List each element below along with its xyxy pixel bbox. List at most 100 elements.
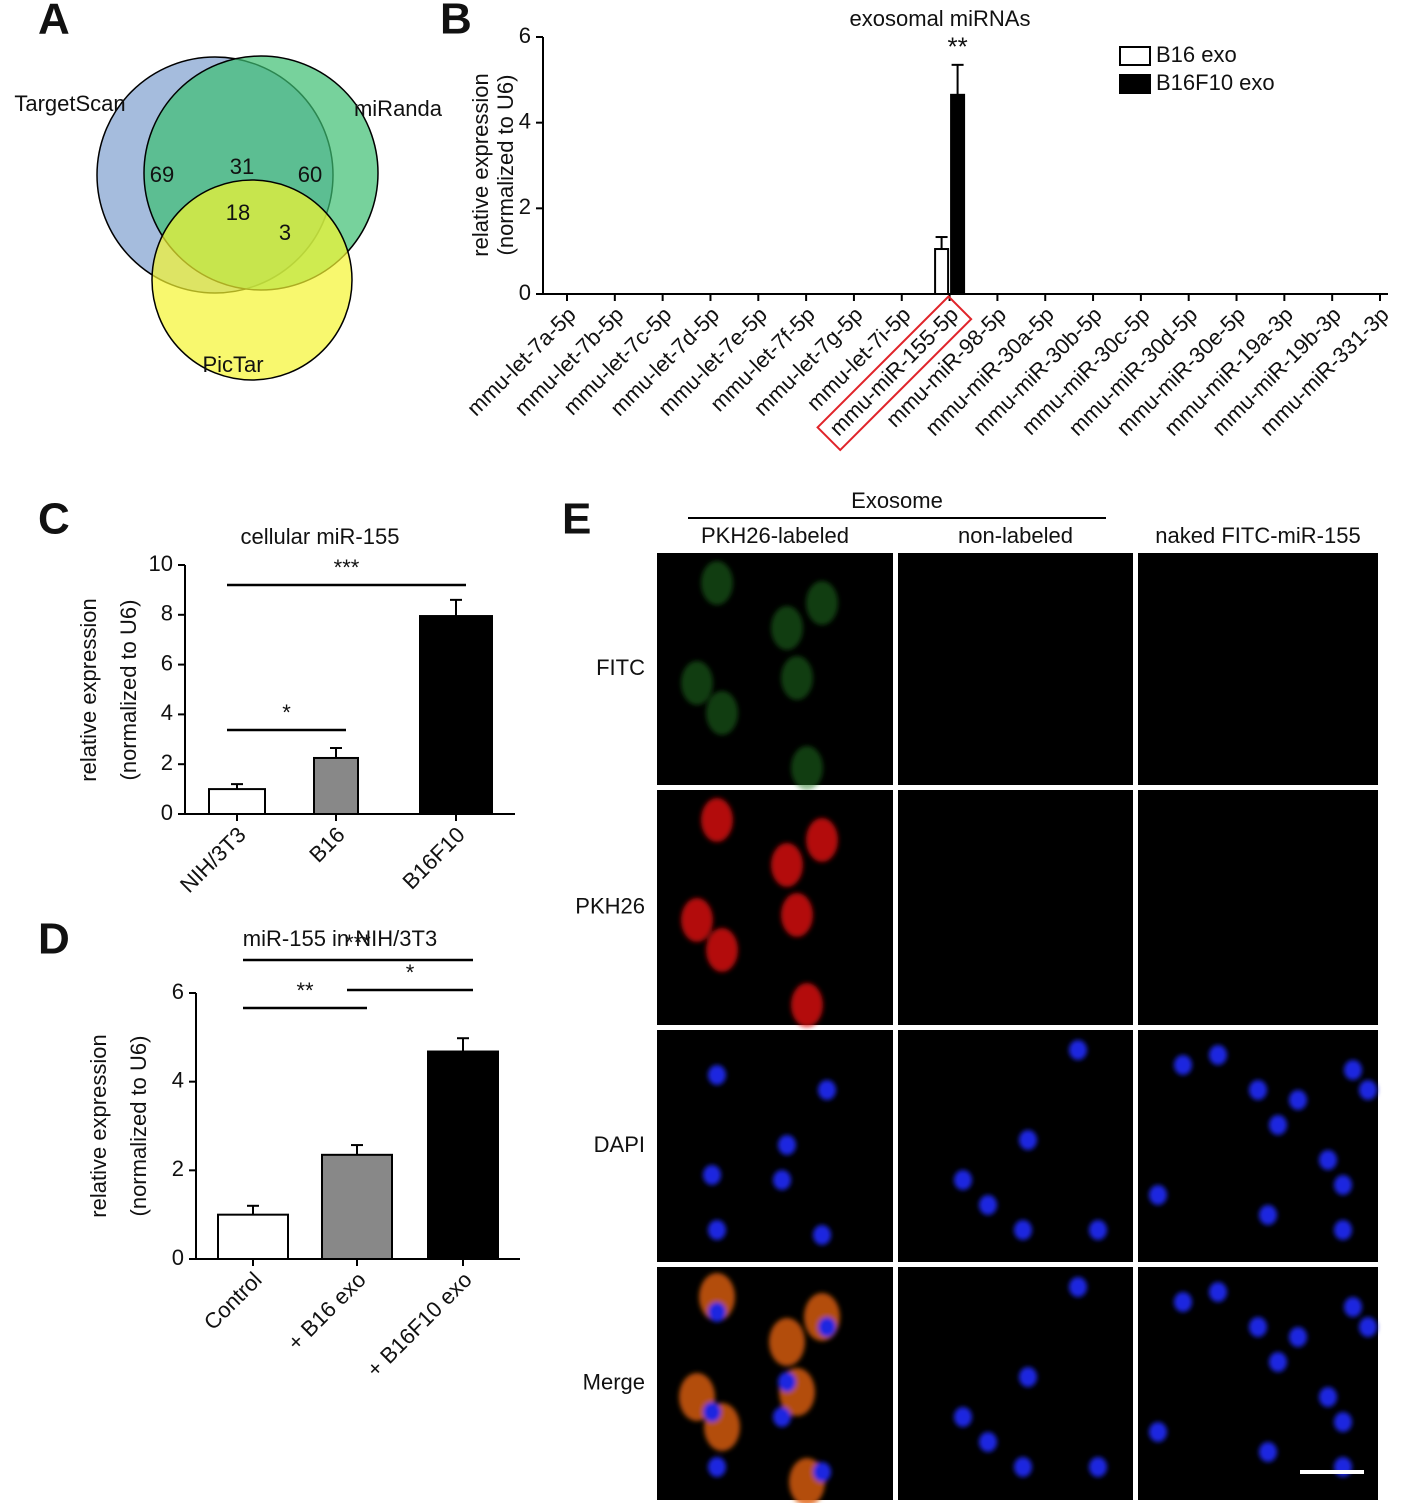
nucleus xyxy=(703,1165,721,1185)
row-label: DAPI xyxy=(594,1132,645,1157)
venn-set-label: miRanda xyxy=(354,96,443,121)
nucleus xyxy=(1269,1115,1287,1135)
micrograph xyxy=(1138,553,1378,785)
panel-label: E xyxy=(562,495,591,544)
y-tick-label: 4 xyxy=(172,1067,184,1092)
chart-title: exosomal miRNAs xyxy=(850,6,1031,31)
nucleus xyxy=(1019,1130,1037,1150)
nucleus xyxy=(1289,1327,1307,1347)
x-tick-label: Control xyxy=(199,1267,267,1335)
nucleus xyxy=(1089,1457,1107,1477)
chart-title: cellular miR-155 xyxy=(241,524,400,549)
nucleus xyxy=(1174,1292,1192,1312)
nucleus xyxy=(1249,1317,1267,1337)
nucleus xyxy=(1334,1412,1352,1432)
bar xyxy=(208,788,266,815)
significance-label: ** xyxy=(947,32,967,62)
cell-stain xyxy=(706,928,738,972)
nucleus xyxy=(818,1080,836,1100)
nucleus xyxy=(954,1170,972,1190)
cell-signal xyxy=(1149,1045,1377,1240)
nucleus xyxy=(1089,1220,1107,1240)
cell-signal xyxy=(954,1277,1107,1477)
y-tick-label: 4 xyxy=(519,108,531,133)
nucleus xyxy=(1334,1220,1352,1240)
nucleus xyxy=(1269,1352,1287,1372)
group-label: Exosome xyxy=(851,488,943,513)
nucleus xyxy=(1319,1150,1337,1170)
nucleus xyxy=(1149,1185,1167,1205)
panel-label: B xyxy=(440,0,472,44)
nucleus xyxy=(1209,1045,1227,1065)
panel-label: D xyxy=(38,915,70,964)
nucleus xyxy=(708,1457,726,1477)
nucleus xyxy=(703,1402,721,1422)
cell-signal xyxy=(954,1040,1107,1240)
venn-count: 18 xyxy=(226,200,250,225)
y-tick-label: 0 xyxy=(519,280,531,305)
nucleus xyxy=(813,1225,831,1245)
nucleus xyxy=(1334,1175,1352,1195)
nucleus xyxy=(1289,1090,1307,1110)
y-tick-label: 2 xyxy=(161,750,173,775)
y-tick-label: 0 xyxy=(161,800,173,825)
cell-stain xyxy=(769,1318,805,1366)
nucleus xyxy=(1069,1040,1087,1060)
cell-stain xyxy=(791,746,823,790)
y-tick-label: 10 xyxy=(149,551,173,576)
venn-set-label: TargetScan xyxy=(14,91,125,116)
venn-count: 31 xyxy=(230,154,254,179)
nucleus xyxy=(979,1195,997,1215)
venn-count: 60 xyxy=(298,162,322,187)
venn-count: 69 xyxy=(150,162,174,187)
cell-signal xyxy=(681,561,838,790)
nucleus xyxy=(818,1317,836,1337)
venn-set xyxy=(151,179,353,381)
bar xyxy=(934,248,950,295)
cell-signal xyxy=(1149,1282,1377,1477)
nucleus xyxy=(1249,1080,1267,1100)
cell-signal xyxy=(681,798,838,1027)
y-tick-label: 0 xyxy=(172,1245,184,1270)
significance-label: *** xyxy=(345,930,371,955)
chart-title: miR-155 in NIH/3T3 xyxy=(243,926,437,951)
nucleus xyxy=(813,1462,831,1482)
nucleus xyxy=(1014,1457,1032,1477)
cell-stain xyxy=(781,893,813,937)
significance-label: ** xyxy=(296,978,314,1003)
significance-label: * xyxy=(282,700,291,725)
x-tick-label: + B16F10 exo xyxy=(362,1267,477,1382)
panel-label: C xyxy=(38,495,70,544)
bar xyxy=(321,1153,393,1260)
row-label: FITC xyxy=(596,655,645,680)
nucleus xyxy=(708,1065,726,1085)
cell-signal xyxy=(679,1273,840,1503)
y-tick-label: 8 xyxy=(161,601,173,626)
cell-stain xyxy=(806,581,838,625)
nucleus xyxy=(1259,1205,1277,1225)
nucleus xyxy=(1344,1297,1362,1317)
nucleus xyxy=(1319,1387,1337,1407)
legend-swatch xyxy=(1119,46,1151,66)
nucleus xyxy=(1019,1367,1037,1387)
legend-label: B16 exo xyxy=(1156,42,1237,67)
highlight-box xyxy=(816,295,973,452)
micrograph xyxy=(657,1030,893,1262)
cell-stain xyxy=(701,798,733,842)
nucleus xyxy=(1174,1055,1192,1075)
x-tick-label: B16F10 xyxy=(397,822,469,894)
y-tick-label: 2 xyxy=(172,1156,184,1181)
y-tick-label: 6 xyxy=(161,650,173,675)
nucleus xyxy=(773,1407,791,1427)
significance-label: *** xyxy=(334,555,360,580)
y-tick-label: 6 xyxy=(172,979,184,1004)
nucleus xyxy=(954,1407,972,1427)
legend-label: B16F10 exo xyxy=(1156,70,1275,95)
row-label: PKH26 xyxy=(575,893,645,918)
cell-stain xyxy=(771,843,803,887)
x-tick-label: B16 xyxy=(304,822,349,867)
column-label: naked FITC-miR-155 xyxy=(1155,523,1360,548)
nucleus xyxy=(708,1302,726,1322)
cell-stain xyxy=(781,656,813,700)
cell-stain xyxy=(791,983,823,1027)
